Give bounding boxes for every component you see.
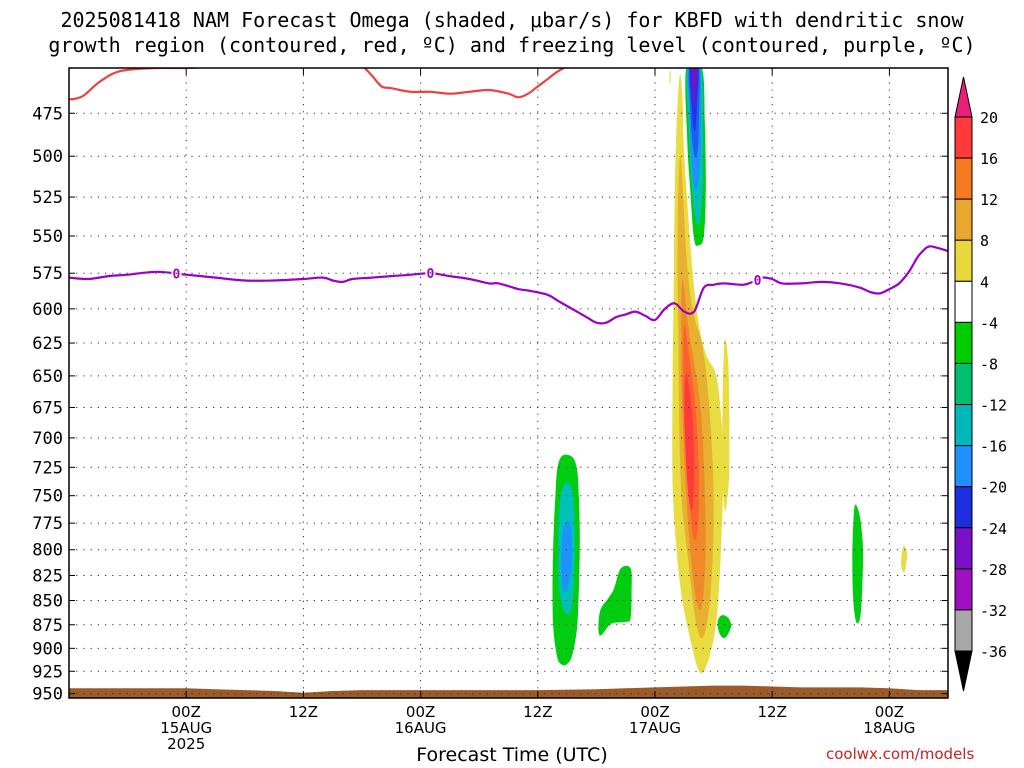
colorbar-box-2 [954, 198, 973, 241]
omega-region-7 [722, 339, 730, 511]
y-tick-label-750: 750 [32, 487, 63, 507]
y-tick-label-700: 700 [32, 429, 63, 449]
plot-frame [68, 67, 949, 699]
dendritic-contour-red [69, 68, 567, 101]
grid [69, 68, 948, 698]
freezing-level-label-bg-1 [425, 266, 436, 281]
y-tick-label-475: 475 [32, 104, 63, 124]
colorbar-box-5 [954, 321, 973, 364]
colorbar-label-9: -20 [980, 479, 1007, 497]
colorbar-label-6: -8 [980, 355, 998, 373]
omega-region-4 [717, 615, 732, 639]
colorbar-box-4 [954, 280, 973, 323]
colorbar-label-2: 12 [980, 191, 998, 209]
freezing-level-label-1: 0 [426, 267, 434, 282]
chart-title-line-1: 2025081418 NAM Forecast Omega (shaded, μ… [60, 8, 964, 32]
colorbar-box-3 [954, 239, 973, 282]
x-tick-label-6-2: 2025 [167, 735, 205, 753]
colorbar-label-1: 16 [980, 150, 998, 168]
x-tick-label-54-1: 17AUG [629, 719, 681, 737]
colorbar-box-7 [954, 404, 973, 447]
omega-region-19 [669, 70, 671, 85]
x-tick-label-66-0: 12Z [758, 703, 787, 721]
x-tick-label-6-1: 15AUG [160, 719, 212, 737]
x-tick-label-6-0: 00Z [172, 703, 201, 721]
colorbar-box-6 [954, 362, 973, 406]
omega-region-18 [691, 68, 697, 105]
y-tick-label-525: 525 [32, 188, 63, 208]
omega-region-5 [852, 504, 864, 624]
colorbar-label-4: 4 [980, 273, 989, 291]
credit-text: coolwx.com/models [826, 745, 975, 763]
x-tick-label-78-0: 00Z [875, 703, 904, 721]
chart-title: 2025081418 NAM Forecast Omega (shaded, μ… [0, 8, 1024, 58]
omega-region-12 [684, 373, 695, 511]
colorbar-label-13: -36 [980, 643, 1007, 661]
omega-region-6 [901, 545, 908, 573]
y-tick-label-575: 575 [32, 264, 63, 284]
x-axis-label: Forecast Time (UTC) [416, 744, 608, 766]
y-tick-label-675: 675 [32, 398, 63, 418]
colorbar-label-11: -28 [980, 561, 1007, 579]
freezing-level-label-bg-0 [171, 266, 182, 281]
x-tick-label-54-0: 00Z [640, 703, 669, 721]
y-tick-label-950: 950 [32, 685, 63, 705]
y-tick-label-500: 500 [32, 147, 63, 167]
omega-region-2 [561, 521, 573, 593]
colorbar-box-12 [954, 609, 973, 652]
colorbar: 20 16 12 8 4 -4 -8 -12 -16 -20 -24 -28 -32 -36 [954, 76, 1007, 692]
x-tick-label-42-0: 12Z [523, 703, 552, 721]
colorbar-box-1 [954, 157, 973, 200]
freezing-level-label-2: 0 [754, 274, 762, 289]
plot-area: 0 0 0 [69, 68, 948, 698]
colorbar-label-7: -12 [980, 397, 1007, 415]
x-tick-label-18-0: 12Z [289, 703, 318, 721]
y-tick-label-875: 875 [32, 616, 63, 636]
omega-region-3 [598, 565, 632, 636]
colorbar-box-10 [954, 527, 973, 570]
colorbar-box-11 [954, 568, 973, 611]
colorbar-box-0 [954, 116, 973, 159]
x-tick-label-78-1: 18AUG [863, 719, 915, 737]
y-tick-label-925: 925 [32, 662, 63, 682]
y-tick-label-800: 800 [32, 541, 63, 561]
y-tick-label-600: 600 [32, 300, 63, 320]
freezing-level-label-0: 0 [173, 268, 181, 283]
colorbar-top-arrow [954, 76, 973, 118]
y-tick-label-775: 775 [32, 514, 63, 534]
x-tick-label-30-0: 00Z [406, 703, 435, 721]
y-tick-label-625: 625 [32, 334, 63, 354]
y-tick-label-650: 650 [32, 367, 63, 387]
colorbar-box-9 [954, 486, 973, 529]
freezing-level-contour [69, 245, 948, 325]
y-tick-label-850: 850 [32, 591, 63, 611]
y-tick-label-900: 900 [32, 639, 63, 659]
y-tick-label-825: 825 [32, 566, 63, 586]
terrain-fill [69, 685, 948, 698]
y-tick-label-725: 725 [32, 458, 63, 478]
x-tick-label-30-1: 16AUG [395, 719, 447, 737]
freezing-level-label-bg-2 [752, 272, 763, 287]
colorbar-label-12: -32 [980, 602, 1007, 620]
chart-title-line-2: growth region (contoured, red, ºC) and f… [48, 33, 976, 57]
colorbar-bottom-arrow [954, 650, 973, 692]
colorbar-label-8: -16 [980, 438, 1007, 456]
colorbar-box-8 [954, 445, 973, 488]
colorbar-label-5: -4 [980, 314, 998, 332]
colorbar-label-0: 20 [980, 109, 998, 127]
colorbar-label-10: -24 [980, 520, 1007, 538]
y-tick-label-550: 550 [32, 227, 63, 247]
colorbar-label-3: 8 [980, 232, 989, 250]
